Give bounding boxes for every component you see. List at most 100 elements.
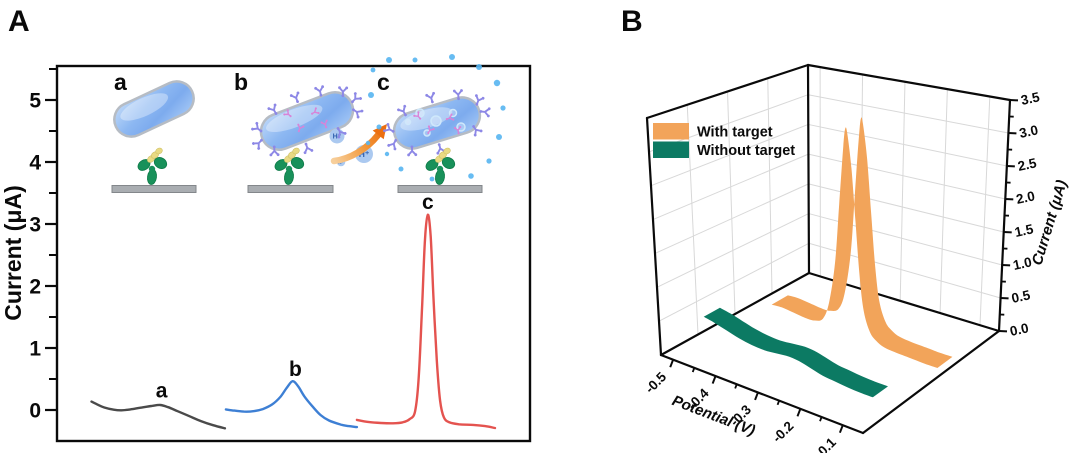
schematic-step-a: a	[111, 69, 197, 193]
surface-antibodies	[251, 85, 491, 157]
ion-dot-icon	[476, 64, 482, 70]
mini-antibody-icon	[383, 123, 395, 133]
mini-antibody-icon	[425, 91, 435, 104]
panel-a: Current (μA) 0 1 2 3 4 5 a b c a b	[0, 54, 532, 443]
panel-b-ticks: 0.00.51.01.52.02.53.03.5-0.5-0.4-0.3-0.2…	[642, 89, 1041, 453]
box-edge	[659, 271, 811, 357]
curve-c	[355, 213, 497, 430]
curve-label-c: c	[422, 191, 434, 214]
schematic-step-b: b	[234, 69, 355, 193]
mini-antibody-icon	[269, 145, 280, 157]
released-ion-dots	[365, 54, 506, 182]
reaction-arrow	[330, 124, 387, 165]
x-major-tick	[754, 392, 759, 401]
panel-a-y-ticks: 0 1 2 3 4 5	[29, 68, 56, 423]
y-tick-label: 3	[29, 214, 41, 237]
x-minor-tick	[734, 383, 738, 389]
step-a-label: a	[114, 69, 127, 95]
biosensor-schematic: a b H⁺ H⁺	[111, 54, 506, 193]
step-b-label: b	[234, 69, 248, 95]
grid-line	[767, 78, 773, 294]
capture-antibody-icon	[425, 147, 456, 185]
y-tick-label: 4	[29, 152, 41, 175]
grid-line	[686, 104, 699, 335]
schematic-step-c: c	[365, 54, 506, 193]
inner-antigen-icon	[297, 123, 305, 133]
z-tick-label: 0.0	[1009, 320, 1030, 339]
legend-swatch	[653, 123, 689, 140]
z-tick-label: 3.5	[1020, 89, 1042, 108]
x-tick-label: -0.5	[642, 369, 669, 396]
z-tick-label: 2.0	[1015, 188, 1036, 207]
curve-b	[224, 380, 359, 429]
panel-a-plot-box	[55, 64, 532, 443]
panel-a-curve-labels: a b c	[156, 191, 434, 402]
z-tick-label: 1.0	[1012, 254, 1033, 273]
ion-dot-icon	[384, 151, 390, 157]
ion-dot-icon	[376, 124, 382, 130]
mini-antibody-icon	[474, 94, 485, 106]
inner-antigen-icon	[320, 119, 328, 129]
box-edge	[645, 116, 663, 357]
z-tick-label: 0.5	[1010, 287, 1032, 306]
panel-b-ribbons	[703, 117, 953, 398]
back-wall	[808, 65, 1010, 331]
legend-label: With target	[697, 125, 773, 141]
mini-antibody-icon	[452, 89, 463, 101]
mini-antibody-icon	[303, 142, 314, 155]
legend-swatch	[653, 141, 689, 158]
grid-line	[727, 91, 736, 315]
z-tick-label: 1.5	[1013, 221, 1035, 240]
mini-antibody-icon	[314, 85, 325, 97]
box-edge	[645, 63, 810, 120]
curve-label-b: b	[289, 358, 302, 381]
panel-a-curves	[90, 213, 497, 430]
grid-line	[808, 153, 1006, 200]
mini-antibody-icon	[387, 138, 398, 151]
ion-dot-icon	[486, 158, 492, 164]
ion-dot-icon	[493, 79, 501, 87]
mini-antibody-icon	[338, 86, 349, 98]
box-edge	[806, 63, 1012, 102]
x-tick-label: -0.2	[769, 418, 796, 445]
h-ion-2-label: H⁺	[359, 149, 370, 159]
ion-dot-icon	[449, 54, 455, 60]
ion-dot-icon	[496, 134, 502, 140]
mini-antibody-icon	[267, 103, 278, 115]
y-tick-label: 1	[29, 338, 41, 361]
h-ion-1-label: H⁺	[333, 134, 342, 141]
ion-dot-icon	[370, 67, 376, 73]
inner-antigen-icon	[283, 109, 292, 118]
bubble-icon	[430, 115, 442, 127]
mini-antibody-icon	[351, 92, 362, 104]
panel-b: 0.00.51.01.52.02.53.03.5-0.5-0.4-0.3-0.2…	[642, 63, 1071, 453]
capture-antibodies	[137, 147, 456, 185]
curve-a	[90, 400, 227, 430]
panel-b-label: B	[621, 5, 643, 38]
capture-antibody-icon	[137, 147, 168, 185]
x-major-tick	[838, 424, 844, 434]
legend-label: Without target	[697, 143, 795, 159]
mini-antibody-icon	[336, 127, 347, 139]
grid-line	[808, 94, 1009, 134]
mini-antibody-icon	[472, 125, 483, 137]
x-minor-tick	[776, 400, 781, 406]
electrode-c	[397, 185, 483, 193]
inner-antigen-icon	[427, 125, 435, 134]
grid-line	[979, 96, 991, 326]
current-axis-title: Current (μA)	[1029, 178, 1071, 267]
ion-dot-icon	[468, 173, 474, 179]
ribbon-with-target	[771, 117, 953, 369]
ion-dot-icon	[386, 57, 392, 63]
box-edge	[861, 329, 1001, 435]
ion-dot-icon	[365, 140, 371, 146]
mini-antibody-icon	[252, 138, 263, 150]
electrode-a	[111, 185, 197, 193]
electrode-b	[247, 185, 334, 193]
y-tick-label: 2	[29, 276, 41, 299]
panel-a-label: A	[8, 5, 30, 38]
reaction-arrow-head	[372, 124, 387, 140]
panel-a-y-axis-title: Current (μA)	[0, 185, 26, 320]
ion-dot-icon	[429, 176, 435, 182]
